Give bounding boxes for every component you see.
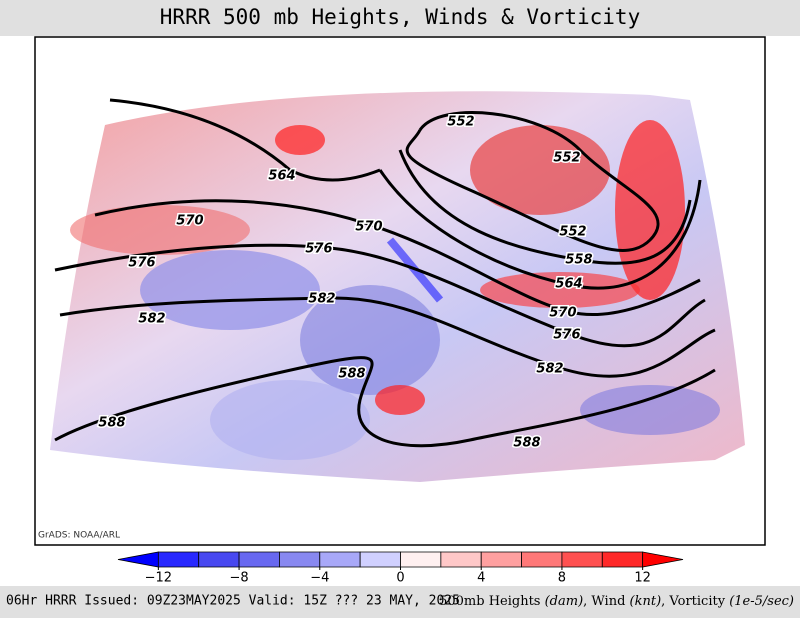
contour xyxy=(54,356,716,448)
colorbar-segment xyxy=(117,551,159,568)
colorbar-segment xyxy=(440,551,482,568)
field-blob xyxy=(580,385,720,435)
field-blob xyxy=(140,250,320,330)
contour-label: 582 xyxy=(536,362,563,377)
colorbar-tick-label: −4 xyxy=(310,571,329,586)
contour-label: 570 xyxy=(176,214,203,229)
contour-label: 570 xyxy=(549,306,576,321)
contour-label: 552 xyxy=(553,151,580,166)
contour-label: 552 xyxy=(447,115,474,130)
field-blob xyxy=(275,125,325,155)
colorbar-tick-label: −12 xyxy=(145,571,172,586)
colorbar-tick-label: −8 xyxy=(229,571,248,586)
colorbar-segment xyxy=(198,551,240,568)
footer-part: , Wind xyxy=(583,594,629,609)
colorbar-segment xyxy=(238,551,280,568)
footer-part: , Vorticity xyxy=(661,594,729,609)
field-blob xyxy=(480,272,640,308)
title-bar xyxy=(0,0,800,36)
colorbar-tick-label: 8 xyxy=(558,571,566,586)
contour xyxy=(405,111,660,252)
contour-label: 582 xyxy=(138,312,165,327)
contour-label: 564 xyxy=(555,277,582,292)
contour xyxy=(398,149,692,265)
colorbar: −12 −8 −4 0 4 8 12 xyxy=(117,551,684,586)
contour-label: 576 xyxy=(305,242,332,257)
colorbar-tick-label: 12 xyxy=(634,571,651,586)
contour xyxy=(94,199,701,316)
footer-part: (knt) xyxy=(630,594,662,609)
contour-label: 582 xyxy=(308,292,335,307)
footer-part: (1e-5/sec) xyxy=(729,594,794,609)
field-blob xyxy=(70,205,250,255)
footer-part: 500mb Heights xyxy=(439,594,545,609)
contour xyxy=(378,169,702,290)
field-blob xyxy=(615,120,685,300)
contour-label: 588 xyxy=(338,367,365,382)
footer-part: (dam) xyxy=(545,594,584,609)
field-blob xyxy=(375,385,425,415)
map-field xyxy=(50,91,745,482)
colorbar-segment xyxy=(359,551,401,568)
colorbar-tick-label: 0 xyxy=(396,571,404,586)
contour-label: 588 xyxy=(513,436,540,451)
footer-left: 06Hr HRRR Issued: 09Z23MAY2025 Valid: 15… xyxy=(6,594,460,609)
field-blob xyxy=(210,380,370,460)
contour xyxy=(59,296,716,378)
credit: GrADS: NOAA/ARL xyxy=(38,531,120,541)
colorbar-segment xyxy=(561,551,603,568)
colorbar-segment xyxy=(400,551,442,568)
contours xyxy=(54,98,716,448)
colorbar-segment xyxy=(279,551,321,568)
contour-label: 576 xyxy=(553,328,580,343)
contour-label: 558 xyxy=(565,253,592,268)
contour-label: 576 xyxy=(128,256,155,271)
colorbar-segment xyxy=(601,551,644,568)
colorbar-segment xyxy=(521,551,563,568)
field-blob xyxy=(300,285,440,395)
contour xyxy=(109,98,381,182)
colorbar-segment xyxy=(319,551,361,568)
colorbar-segment xyxy=(642,551,684,568)
contour-label: 564 xyxy=(268,169,295,184)
contour-label: 588 xyxy=(98,416,125,431)
colorbar-tick-label: 4 xyxy=(477,571,485,586)
footer-right: 500mb Heights (dam), Wind (knt), Vortici… xyxy=(439,594,794,609)
footer-bar xyxy=(0,586,800,618)
contour xyxy=(54,243,706,348)
colorbar-segment xyxy=(157,551,200,568)
contour-label: 570 xyxy=(355,220,382,235)
field-blob xyxy=(470,125,610,215)
colorbar-segment xyxy=(480,551,522,568)
contour-label: 552 xyxy=(559,225,586,240)
title: HRRR 500 mb Heights, Winds & Vorticity xyxy=(160,5,640,29)
contour-labels: 564 570 576 582 588 570 576 582 588 552 552 552 558 5… xyxy=(97,113,594,452)
